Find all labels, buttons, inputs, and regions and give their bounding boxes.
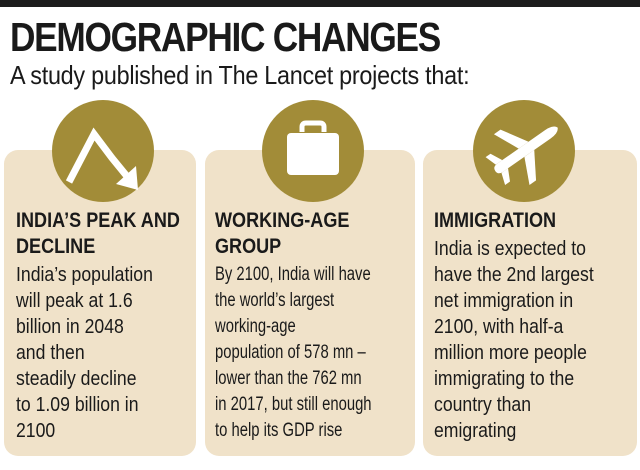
- top-rule: [0, 0, 640, 7]
- body-line: to 1.09 billion in: [16, 393, 139, 416]
- badge-immigration: [473, 100, 575, 202]
- body-line: immigrating to the: [434, 367, 575, 390]
- body-line: lower than the 762 mn: [215, 368, 362, 389]
- body-line: have the 2nd largest: [434, 263, 594, 286]
- briefcase-icon: [287, 120, 339, 175]
- body-line: working-age: [215, 316, 296, 337]
- airplane-icon: [485, 126, 558, 186]
- body-line: steadily decline: [16, 367, 137, 390]
- immigration-title: IMMIGRATION: [434, 208, 556, 234]
- page-subtitle: A study published in The Lancet projects…: [10, 60, 470, 90]
- body-line: and then: [16, 341, 85, 364]
- working-age-group-text: By 2100, India will have the world’s lar…: [215, 262, 372, 444]
- page-title: DEMOGRAPHIC CHANGES: [10, 14, 441, 60]
- body-line: billion in 2048: [16, 315, 124, 338]
- peak-and-decline-title: INDIA’S PEAK AND DECLINE: [16, 208, 180, 260]
- body-line: in 2017, but still enough: [215, 394, 372, 415]
- body-line: India’s population: [16, 263, 153, 286]
- body-line: India is expected to: [434, 237, 586, 260]
- declining-arrow-icon: [65, 127, 138, 190]
- body-line: the world’s largest: [215, 290, 335, 311]
- body-line: net immigration in: [434, 289, 574, 312]
- title-line: IMMIGRATION: [434, 209, 557, 232]
- peak-and-decline-text: India’s population will peak at 1.6 bill…: [16, 262, 153, 444]
- body-line: emigrating: [434, 419, 517, 442]
- badge-peak-and-decline: [52, 100, 154, 202]
- title-line: DECLINE: [16, 235, 96, 258]
- body-line: million more people: [434, 341, 587, 364]
- body-line: country than: [434, 393, 532, 416]
- body-line: 2100, with half-a: [434, 315, 564, 338]
- body-line: will peak at 1.6: [16, 289, 133, 312]
- body-line: population of 578 mn –: [215, 342, 366, 363]
- body-line: By 2100, India will have: [215, 264, 371, 285]
- title-line: GROUP: [215, 235, 282, 258]
- title-line: INDIA’S PEAK AND: [16, 209, 180, 232]
- title-line: WORKING-AGE: [215, 209, 350, 232]
- working-age-group-title: WORKING-AGE GROUP: [215, 208, 349, 260]
- body-line: 2100: [16, 419, 56, 442]
- body-line: to help its GDP rise: [215, 420, 343, 441]
- badge-working-age-group: [262, 100, 364, 202]
- immigration-text: India is expected to have the 2nd larges…: [434, 236, 594, 444]
